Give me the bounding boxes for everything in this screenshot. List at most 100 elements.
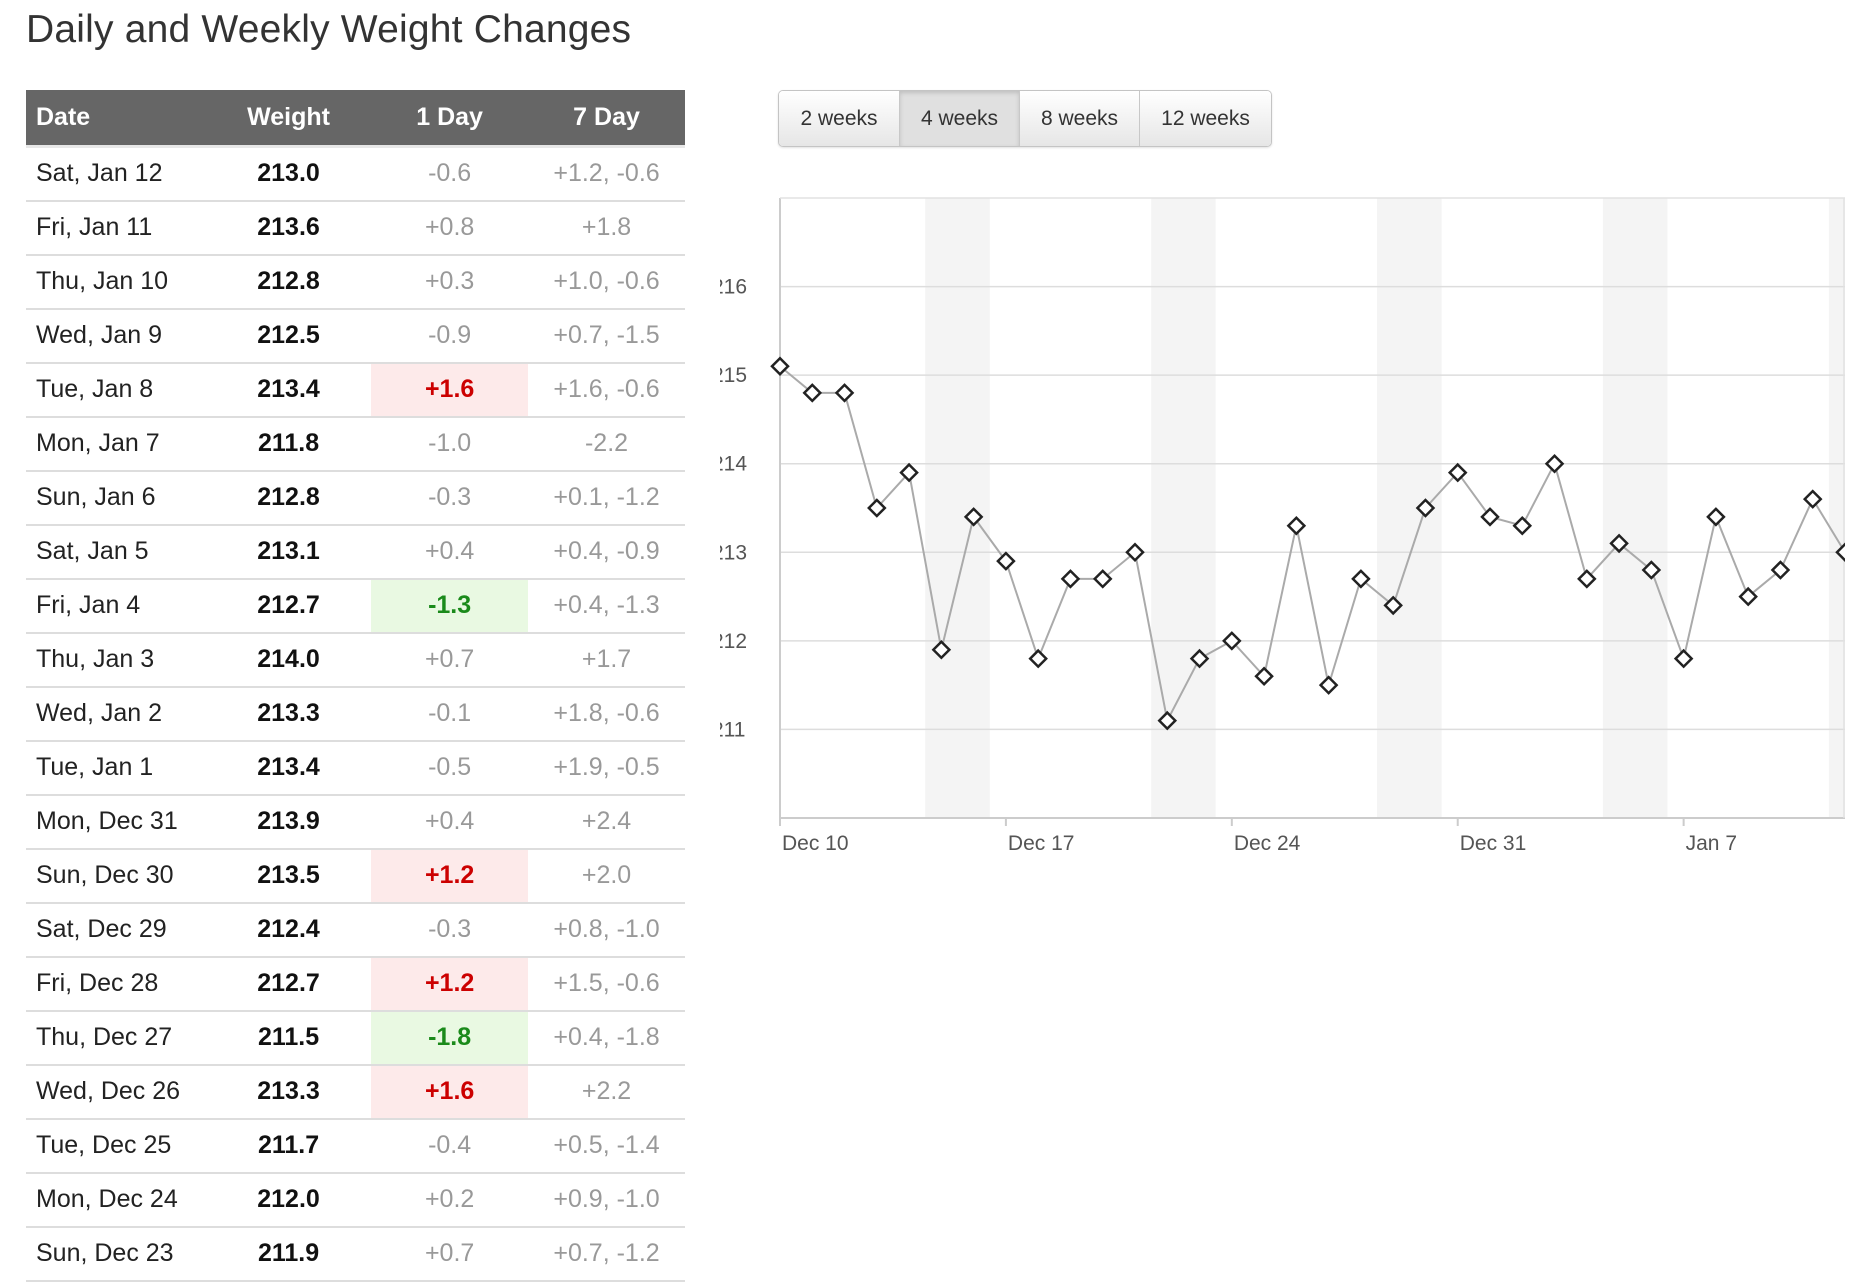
row-date: Thu, Jan 10: [26, 254, 206, 310]
row-1-day-change: +1.2: [371, 956, 529, 1012]
y-tick-label: 212: [720, 630, 747, 653]
table-row: Tue, Jan 8 213.4 +1.6 +1.6, -0.6: [26, 362, 685, 418]
row-weight: 213.4: [205, 740, 372, 796]
row-1-day-change: -0.3: [371, 902, 529, 958]
data-point: [1415, 498, 1436, 518]
row-7-day-change: +0.7, -1.5: [528, 308, 685, 364]
row-7-day-change: +2.0: [528, 848, 685, 904]
header-date[interactable]: Date: [26, 90, 206, 147]
table-row: Sat, Jan 12 213.0 -0.6 +1.2, -0.6: [26, 145, 685, 202]
weight-table: Date Weight 1 Day 7 Day Sat, Jan 12 213.0…: [26, 90, 685, 1282]
row-date: Sun, Dec 30: [26, 848, 206, 904]
table-row: Fri, Jan 4 212.7 -1.3 +0.4, -1.3: [26, 578, 685, 634]
row-7-day-change: +1.8: [528, 200, 685, 256]
row-weight: 214.0: [205, 632, 372, 688]
row-7-day-change: +1.7: [528, 632, 685, 688]
row-1-day-change: +1.6: [371, 1064, 529, 1120]
table-row: Thu, Jan 10 212.8 +0.3 +1.0, -0.6: [26, 254, 685, 310]
row-7-day-change: +1.0, -0.6: [528, 254, 685, 310]
weekend-band: [1151, 198, 1216, 818]
table-row: Mon, Dec 31 213.9 +0.4 +2.4: [26, 794, 685, 850]
row-1-day-change: +0.3: [371, 254, 529, 310]
x-tick-label: Dec 24: [1234, 832, 1301, 855]
data-point: [1318, 675, 1339, 695]
y-tick-label: 211: [720, 718, 745, 741]
row-1-day-change: -0.1: [371, 686, 529, 742]
row-1-day-change: +0.7: [371, 632, 529, 688]
table-row: Fri, Jan 11 213.6 +0.8 +1.8: [26, 200, 685, 256]
row-date: Mon, Jan 7: [26, 416, 206, 472]
x-tick-label: Jan 7: [1686, 832, 1737, 855]
table-body: Sat, Jan 12 213.0 -0.6 +1.2, -0.6 Fri, Jan 1…: [26, 145, 685, 1282]
row-7-day-change: +1.6, -0.6: [528, 362, 685, 418]
row-weight: 212.4: [205, 902, 372, 958]
data-point: [899, 462, 919, 483]
table-row: Fri, Dec 28 212.7 +1.2 +1.5, -0.6: [26, 956, 685, 1012]
row-date: Fri, Jan 11: [26, 200, 206, 256]
table-row: Wed, Jan 9 212.5 -0.9 +0.7, -1.5: [26, 308, 685, 364]
data-point: [1480, 507, 1500, 527]
header-7-day[interactable]: 7 Day: [528, 90, 685, 147]
row-weight: 213.3: [205, 686, 372, 742]
data-point: [1254, 666, 1274, 687]
data-point: [1447, 462, 1468, 483]
data-point: [1286, 515, 1307, 536]
row-1-day-change: -1.3: [371, 578, 529, 634]
row-7-day-change: +1.9, -0.5: [528, 740, 685, 796]
data-point: [1157, 710, 1178, 731]
table-header-row: Date Weight 1 Day 7 Day: [26, 90, 685, 147]
table-row: Mon, Jan 7 211.8 -1.0 -2.2: [26, 416, 685, 472]
row-7-day-change: +0.5, -1.4: [528, 1118, 685, 1174]
row-date: Wed, Jan 2: [26, 686, 206, 742]
row-weight: 213.3: [205, 1064, 372, 1120]
range-4-weeks-button[interactable]: 4 weeks: [900, 91, 1020, 146]
data-point: [1802, 489, 1823, 509]
row-date: Sat, Dec 29: [26, 902, 206, 958]
row-date: Wed, Dec 26: [26, 1064, 206, 1120]
table-row: Sat, Dec 29 212.4 -0.3 +0.8, -1.0: [26, 902, 685, 958]
row-1-day-change: +0.2: [371, 1172, 529, 1228]
row-7-day-change: +0.1, -1.2: [528, 470, 685, 526]
table-row: Sun, Jan 6 212.8 -0.3 +0.1, -1.2: [26, 470, 685, 526]
range-12-weeks-button[interactable]: 12 weeks: [1140, 91, 1271, 146]
range-8-weeks-button[interactable]: 8 weeks: [1020, 91, 1140, 146]
weight-chart-svg: 211 212 213 214 215 216 Dec 10 Dec 17 Dec 24 Dec …: [712, 197, 1855, 855]
row-7-day-change: +1.8, -0.6: [528, 686, 685, 742]
data-point: [834, 383, 855, 403]
row-7-day-change: +2.4: [528, 794, 685, 850]
row-7-day-change: +0.4, -1.8: [528, 1010, 685, 1066]
data-point: [1092, 569, 1113, 589]
data-point: [1383, 595, 1403, 616]
row-date: Wed, Jan 9: [26, 308, 206, 364]
row-date: Sat, Jan 12: [26, 145, 206, 202]
weekend-band: [1602, 198, 1668, 818]
row-1-day-change: +1.6: [371, 362, 529, 418]
header-weight[interactable]: Weight: [205, 90, 372, 147]
page-title: Daily and Weekly Weight Changes: [26, 8, 632, 51]
row-weight: 213.0: [205, 145, 372, 202]
data-point: [1577, 569, 1597, 589]
row-1-day-change: -0.3: [371, 470, 529, 526]
row-date: Mon, Dec 31: [26, 794, 206, 850]
row-1-day-change: +1.2: [371, 848, 529, 904]
data-point: [1770, 560, 1791, 580]
weight-chart: 211 212 213 214 215 216 Dec 10 Dec 17 Dec 24 Dec …: [712, 190, 1855, 875]
row-date: Mon, Dec 24: [26, 1172, 206, 1228]
weekend-band: [1828, 198, 1845, 818]
table-row: Sun, Dec 30 213.5 +1.2 +2.0: [26, 848, 685, 904]
row-7-day-change: -2.2: [528, 416, 685, 472]
table-row: Mon, Dec 24 212.0 +0.2 +0.9, -1.0: [26, 1172, 685, 1228]
row-weight: 212.8: [205, 254, 372, 310]
data-point: [770, 356, 790, 377]
header-1-day[interactable]: 1 Day: [371, 90, 529, 147]
range-2-weeks-button[interactable]: 2 weeks: [779, 91, 900, 146]
row-weight: 211.8: [205, 416, 372, 472]
data-point: [931, 639, 952, 660]
data-point: [1125, 542, 1145, 563]
row-date: Thu, Dec 27: [26, 1010, 206, 1066]
table-row: Sat, Jan 5 213.1 +0.4 +0.4, -0.9: [26, 524, 685, 580]
data-point: [1609, 533, 1629, 554]
row-1-day-change: -1.8: [371, 1010, 529, 1066]
row-date: Fri, Jan 4: [26, 578, 206, 634]
row-1-day-change: +0.4: [371, 524, 529, 580]
